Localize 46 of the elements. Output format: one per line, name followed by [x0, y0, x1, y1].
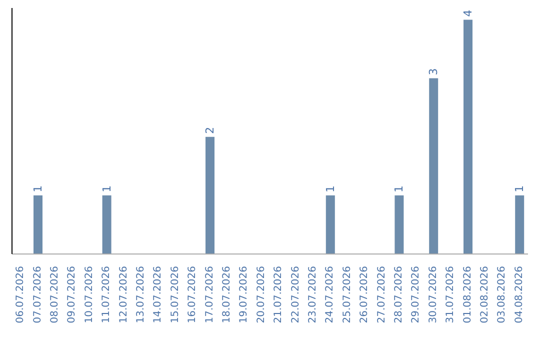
x-tick-label: 26.07.2026 [359, 266, 370, 324]
x-tick-label: 17.07.2026 [204, 266, 216, 324]
x-tick-label: 29.07.2026 [410, 266, 422, 324]
x-tick-label: 13.07.2026 [136, 266, 146, 324]
x-tick-label: 10.07.2026 [84, 266, 95, 324]
data-label: 1 [100, 185, 114, 192]
bar [34, 195, 42, 254]
x-tick-label: 31.07.2026 [445, 266, 456, 324]
bar [102, 195, 112, 254]
x-tick-label: 04.08.2026 [514, 266, 525, 324]
x-tick-label: 06.07.2026 [15, 266, 26, 324]
x-tick-label: 03.08.2026 [496, 266, 508, 324]
x-tick-label: 20.07.2026 [256, 266, 267, 324]
x-tick-label: 01.08.2026 [462, 266, 474, 324]
bar [464, 20, 472, 254]
data-label: 1 [513, 185, 526, 192]
x-tick-label: 19.07.2026 [238, 266, 250, 324]
data-label: 1 [324, 185, 337, 192]
x-tick-label: 27.07.2026 [376, 266, 388, 324]
bar [394, 195, 404, 254]
data-label: 2 [204, 126, 216, 134]
data-label: 3 [427, 68, 440, 76]
x-tick-label: 14.07.2026 [152, 266, 164, 324]
x-tick-label: 30.07.2026 [428, 266, 439, 324]
x-tick-label: 23.07.2026 [308, 266, 318, 324]
x-tick-label: 15.07.2026 [170, 266, 181, 324]
x-tick-label: 25.07.2026 [342, 266, 353, 324]
x-tick-label: 11.07.2026 [101, 266, 112, 324]
x-tick-label: 16.07.2026 [187, 266, 198, 324]
x-tick-label: 09.07.2026 [66, 266, 78, 324]
x-tick-label: 08.07.2026 [50, 266, 60, 324]
x-tick-label: 02.08.2026 [480, 266, 490, 324]
bar [515, 195, 524, 254]
x-tick-label: 22.07.2026 [290, 266, 302, 324]
x-tick-label: 18.07.2026 [222, 266, 232, 324]
data-label: 1 [392, 185, 406, 192]
bar [326, 195, 335, 254]
x-tick-label: 28.07.2026 [394, 266, 404, 324]
bar [429, 78, 438, 254]
data-label: 1 [32, 185, 44, 192]
bar [206, 136, 214, 254]
x-tick-label: 21.07.2026 [273, 266, 284, 324]
x-tick-label: 24.07.2026 [324, 266, 336, 324]
x-tick-label: 12.07.2026 [118, 266, 130, 324]
data-label: 4 [462, 10, 474, 17]
x-tick-label: 07.07.2026 [32, 266, 44, 324]
